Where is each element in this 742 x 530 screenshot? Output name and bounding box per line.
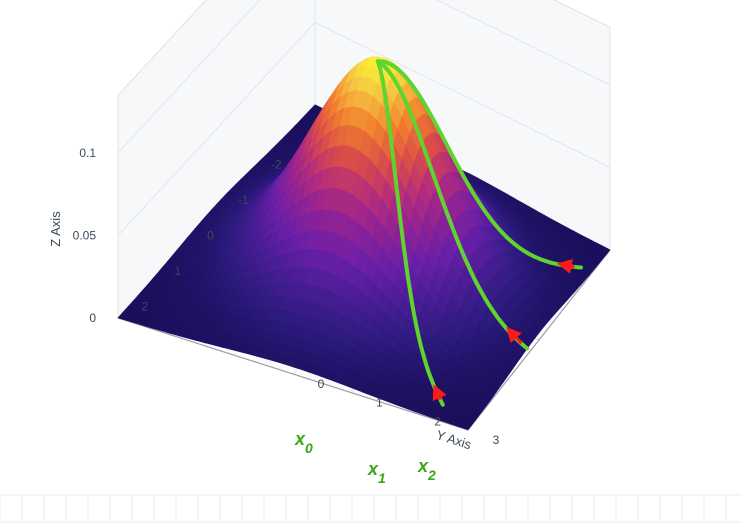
y-tick: 0 — [318, 377, 325, 391]
z-tick: 0.05 — [73, 229, 97, 243]
path-label-x2: x2 — [417, 456, 436, 483]
path-annotations: x0 x1 x2 — [294, 429, 436, 486]
y-tick: 2 — [434, 414, 441, 428]
z-tick: 0.1 — [79, 146, 96, 160]
x-tick: -1 — [238, 193, 249, 207]
bottom-decorative-grid — [0, 495, 742, 522]
surface-3d-chart: 0 0.05 0.1 Z Axis -2 -1 0 1 2 0 1 2 3 Y Axis x0 x1 x2 — [0, 0, 742, 530]
chart-svg: 0 0.05 0.1 Z Axis -2 -1 0 1 2 0 1 2 3 Y Axis x0 x1 x2 — [0, 0, 742, 530]
y-tick: 1 — [376, 396, 383, 410]
y-axis-label: Y Axis — [434, 427, 473, 452]
x-tick: -2 — [271, 158, 282, 172]
z-axis-label: Z Axis — [48, 211, 63, 247]
x-tick: 1 — [174, 264, 181, 278]
y-tick: 3 — [493, 433, 500, 447]
x-tick: 0 — [207, 229, 214, 243]
x-tick: 2 — [141, 300, 148, 314]
path-label-x0: x0 — [294, 429, 313, 456]
path-label-x1: x1 — [367, 459, 386, 486]
z-tick: 0 — [89, 311, 96, 325]
